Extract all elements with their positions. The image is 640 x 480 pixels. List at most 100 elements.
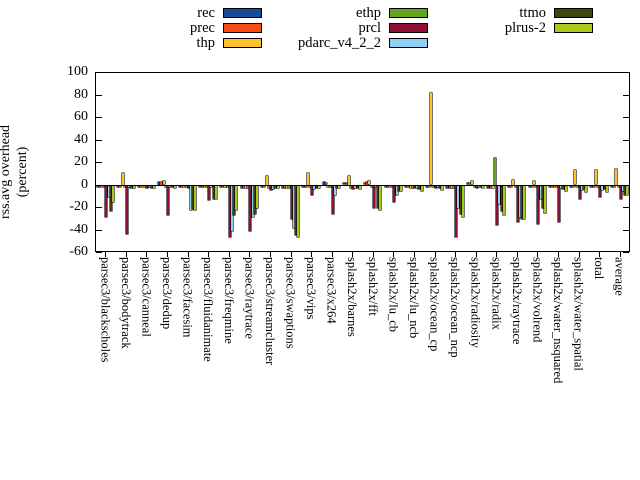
x-tick-label: total — [592, 257, 607, 280]
bar — [242, 185, 245, 188]
bar — [562, 185, 565, 189]
bar — [446, 185, 449, 188]
x-tick-label: average — [612, 257, 627, 296]
x-tick-mark — [352, 252, 354, 257]
bar — [187, 185, 190, 188]
bar — [240, 185, 243, 188]
bar — [482, 185, 485, 188]
x-tick-mark — [269, 252, 271, 257]
bar — [569, 185, 572, 187]
bar — [372, 185, 375, 208]
bar — [219, 185, 222, 187]
bar — [164, 185, 167, 187]
legend-label-rec: rec — [197, 5, 215, 21]
x-tick-mark — [393, 252, 395, 257]
bar — [235, 185, 238, 211]
bar — [603, 185, 606, 189]
bar — [601, 185, 604, 190]
bar — [343, 183, 346, 185]
bar — [389, 185, 391, 187]
bar — [329, 185, 332, 187]
bar — [162, 181, 165, 185]
bar — [137, 185, 140, 187]
bar — [336, 185, 338, 188]
bar — [158, 182, 161, 185]
bar — [338, 185, 341, 188]
bar — [98, 185, 101, 187]
x-tick-label: parsec3/streamcluster — [262, 257, 277, 366]
x-tick-mark — [249, 252, 251, 257]
bar — [475, 185, 478, 188]
y-tick-mark-left — [96, 207, 102, 208]
bar — [281, 185, 284, 188]
bar — [585, 185, 588, 193]
bar — [244, 185, 247, 188]
x-tick-label: parsec3/fluidanimate — [201, 257, 216, 362]
bar — [297, 185, 300, 238]
bar — [572, 185, 574, 187]
y-tick-mark-right — [623, 72, 629, 73]
y-tick-mark-left — [96, 162, 102, 163]
bar — [459, 185, 462, 214]
legend-swatch-plrus-2 — [554, 23, 593, 33]
x-tick-label: parsec3/vips — [304, 257, 319, 320]
bar — [450, 185, 453, 188]
bar — [345, 183, 348, 185]
legend-swatch-rec — [223, 8, 262, 18]
legend-swatch-ttmo — [554, 8, 593, 18]
bar — [599, 185, 602, 197]
bar — [288, 185, 291, 188]
bar — [528, 185, 531, 187]
bar — [201, 185, 204, 187]
legend-label-ethp: ethp — [356, 5, 381, 21]
bar — [173, 185, 176, 188]
bar — [144, 185, 147, 187]
bar — [494, 157, 497, 185]
bar — [377, 185, 380, 208]
bar — [272, 185, 275, 189]
y-tick-mark-right — [623, 162, 629, 163]
bar — [347, 175, 350, 185]
bar — [397, 185, 400, 192]
bar — [203, 185, 206, 187]
bar — [194, 185, 197, 211]
bar — [590, 185, 593, 187]
bar — [466, 183, 469, 185]
bar — [578, 185, 581, 199]
y-tick-mark-left — [96, 94, 102, 96]
bar — [146, 185, 149, 188]
bar — [427, 185, 430, 187]
bar — [596, 185, 599, 187]
bar — [109, 185, 112, 212]
x-tick-mark — [331, 252, 333, 257]
x-tick-label: splash2x/fft — [365, 257, 380, 316]
x-tick-label: parsec3/blackscholes — [98, 257, 113, 363]
x-tick-label: parsec3/facesim — [180, 257, 195, 338]
x-tick-mark — [290, 252, 292, 257]
bar — [311, 185, 314, 195]
bar — [473, 185, 476, 187]
bar — [539, 185, 542, 199]
bar — [249, 185, 252, 231]
legend-label-thp: thp — [196, 35, 215, 51]
legend-label-prcl: prcl — [358, 20, 381, 36]
bar — [325, 183, 327, 185]
legend-label-prec: prec — [190, 20, 215, 36]
bar — [491, 185, 494, 188]
x-tick-mark — [496, 252, 498, 257]
x-tick-mark — [146, 252, 148, 257]
bar — [452, 185, 455, 188]
bar — [613, 185, 616, 187]
bar — [500, 185, 503, 212]
bar — [294, 185, 297, 235]
bar — [489, 185, 492, 188]
bar — [448, 185, 451, 188]
x-tick-label: parsec3/bodytrack — [118, 257, 133, 349]
legend-label-plrus-2: plrus-2 — [504, 20, 546, 36]
bar — [564, 185, 567, 192]
bar — [583, 185, 585, 189]
bar — [407, 185, 410, 187]
bar — [142, 185, 144, 187]
bar — [261, 185, 264, 187]
